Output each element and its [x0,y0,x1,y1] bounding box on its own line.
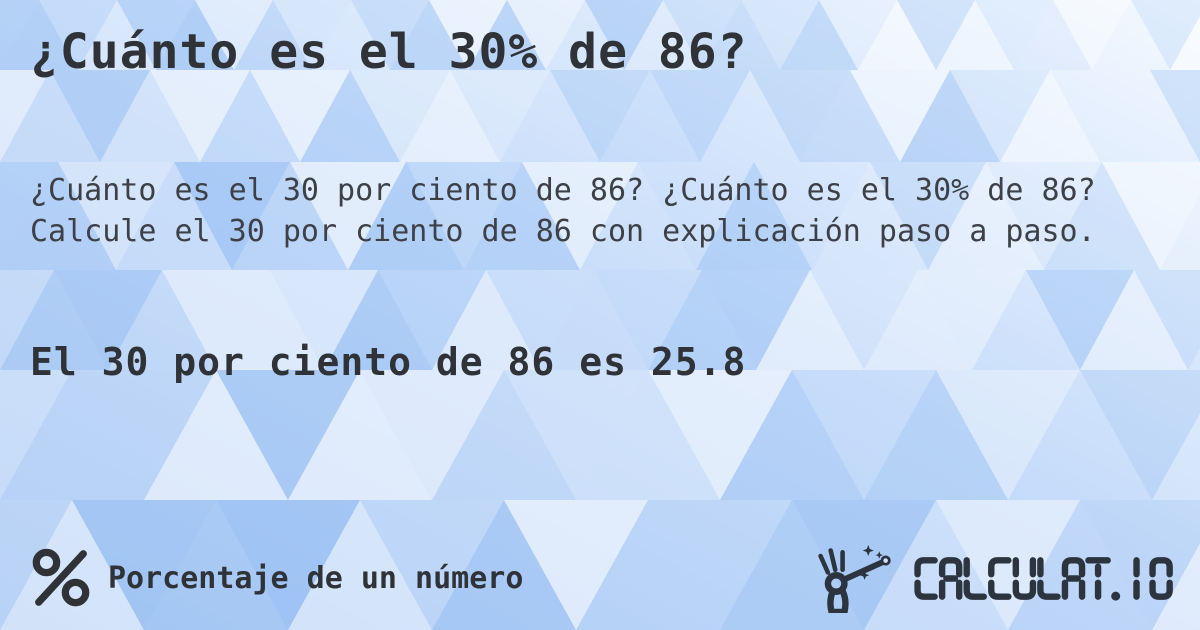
page-description: ¿Cuánto es el 30 por ciento de 86? ¿Cuán… [30,173,1096,249]
magic-wand-hand-icon [818,545,891,613]
footer: Porcentaje de un número [30,542,1174,614]
answer-text: El 30 por ciento de 86 es 25.8 [30,340,747,384]
category-label: Porcentaje de un número [108,560,524,596]
brand-wordmark [914,556,1173,601]
page-title: ¿Cuánto es el 30% de 86? [30,24,748,80]
calculat-io-logo: CALCULAT.IO [816,543,1174,613]
percent-icon [32,548,90,607]
category-badge: Porcentaje de un número [30,547,523,609]
